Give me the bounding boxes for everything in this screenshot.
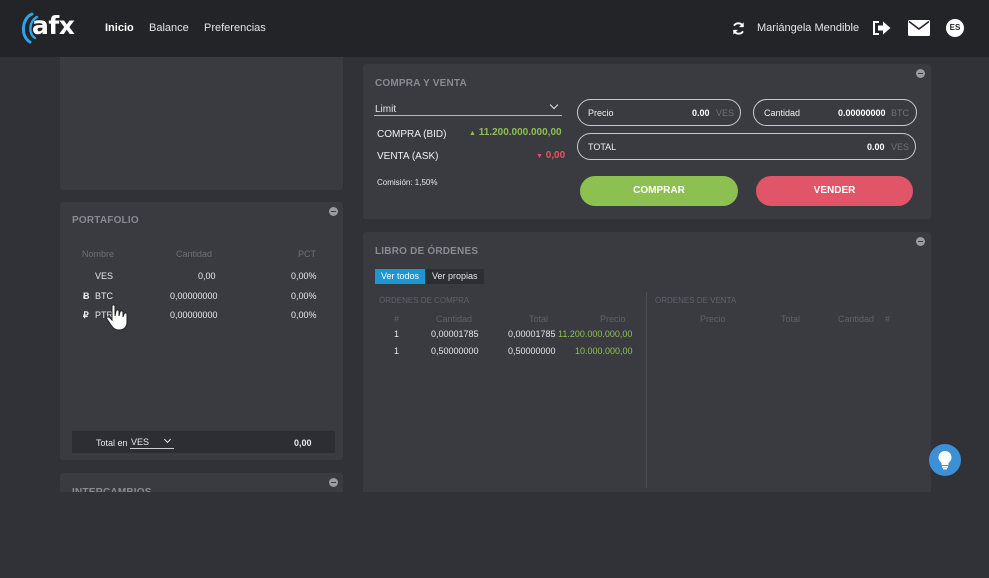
price-unit: VES [716,108,735,118]
total-label: Total en [96,438,128,448]
order-type-value: Limit [375,104,397,115]
buy-col-total: Total [529,314,549,324]
sell-col-number: # [885,314,891,324]
order-total: 0,00001785 [508,329,556,339]
tab-ver-todos[interactable]: Ver todos [375,269,426,284]
bitcoin-icon: Ƀ [83,291,90,301]
order-price: 10.000.000,00 [575,346,633,356]
order-quantity: 0,50000000 [431,346,479,356]
quantity-input[interactable]: Cantidad 0.00000000 BTC [753,99,917,126]
total-currency-select[interactable]: VES [130,435,174,449]
order-price: 11.200.000.000,00 [558,329,633,339]
nav-preferencias[interactable]: Preferencias [204,22,266,34]
portfolio-name: VES [95,271,114,281]
ask-value: 0,00 [545,150,566,161]
tab-ver-propias[interactable]: Ver propias [426,269,484,284]
sell-col-quantity: Cantidad [838,314,875,324]
buy-col-quantity: Cantidad [436,314,473,324]
price-label: Precio [588,108,614,118]
ask-label: VENTA (ASK) [377,151,439,162]
top-bar: afx Inicio Balance Preferencias Mariánge… [0,0,989,57]
hand-cursor-icon [106,304,128,331]
portfolio-col-amount: Cantidad [176,249,213,259]
portfolio-name: PTR [95,310,113,320]
total-input[interactable]: TOTAL 0.00 VES [577,133,916,160]
portfolio-amount: 0,00 [198,271,216,281]
refresh-icon[interactable] [731,21,746,36]
portfolio-total-bar [72,431,335,453]
quantity-label: Cantidad [764,108,801,118]
total-currency-value: VES [131,437,150,447]
total-input-label: TOTAL [588,142,617,152]
portfolio-title: PORTAFOLIO [72,215,139,226]
mail-icon[interactable] [908,20,930,36]
bid-value-row[interactable]: ▲ 11.200.000.000,00 [469,127,562,138]
language-badge[interactable]: ES [946,19,964,37]
total-value: 0,00 [294,438,312,448]
portfolio-pct: 0,00% [291,271,317,281]
price-input[interactable]: Precio 0.00 VES [577,99,741,126]
order-count: 1 [394,346,400,356]
petro-icon: ₽ [83,310,89,320]
collapse-trade-icon[interactable] [916,69,925,78]
afx-logo-icon[interactable] [18,10,82,46]
bid-value: 11.200.000.000,00 [478,127,562,138]
quantity-unit: BTC [891,108,909,118]
portfolio-name: BTC [95,291,113,301]
nav-inicio[interactable]: Inicio [105,22,134,34]
collapse-portfolio-icon[interactable] [329,207,338,216]
order-count: 1 [394,329,400,339]
commission-text: Comisión: 1,50% [377,178,438,187]
orderbook-title: LIBRO DE ÓRDENES [375,246,479,257]
arrow-down-icon: ▼ [536,153,543,160]
order-type-select[interactable]: Limit [374,100,562,116]
bid-label: COMPRA (BID) [377,129,447,140]
price-value: 0.00 [692,108,710,118]
sell-col-total: Total [781,314,801,324]
orderbook-divider [646,292,647,488]
buy-col-price: Precio [600,314,626,324]
portfolio-panel [60,202,343,460]
sell-orders-title: ÓRDENES DE VENTA [655,296,737,305]
total-input-unit: VES [891,142,910,152]
buy-button[interactable]: COMPRAR [580,176,738,206]
chevron-down-icon [163,435,172,444]
quantity-value: 0.00000000 [838,108,886,118]
logout-icon[interactable] [871,19,892,37]
sell-button[interactable]: VENDER [756,176,913,206]
logo-text[interactable]: afx [32,11,75,40]
order-total: 0,50000000 [508,346,556,356]
chart-panel [60,57,343,190]
buy-orders-title: ÓRDENES DE COMPRA [379,296,470,305]
page-bottom-area [0,492,989,578]
buy-col-number: # [394,314,400,324]
portfolio-pct: 0,00% [291,310,317,320]
chevron-down-icon [549,100,559,110]
user-name[interactable]: Mariángela Mendible [757,22,860,34]
order-quantity: 0,00001785 [431,329,479,339]
arrow-up-icon: ▲ [469,130,476,137]
portfolio-col-name: Nombre [82,249,115,259]
help-bulb-button[interactable] [929,444,961,476]
portfolio-amount: 0,00000000 [170,291,218,301]
nav-balance[interactable]: Balance [149,22,189,34]
lightbulb-icon [938,451,952,470]
exchanges-panel [60,473,343,492]
trade-title: COMPRA Y VENTA [375,78,467,89]
portfolio-amount: 0,00000000 [170,310,218,320]
portfolio-pct: 0,00% [291,291,317,301]
portfolio-col-pct: PCT [298,249,316,259]
exchanges-title: INTERCAMBIOS [72,487,152,492]
sell-col-price: Precio [700,314,726,324]
total-input-value: 0.00 [867,142,885,152]
collapse-exchanges-icon[interactable] [329,478,338,487]
ask-value-row[interactable]: ▼ 0,00 [536,150,565,161]
collapse-orderbook-icon[interactable] [916,237,925,246]
